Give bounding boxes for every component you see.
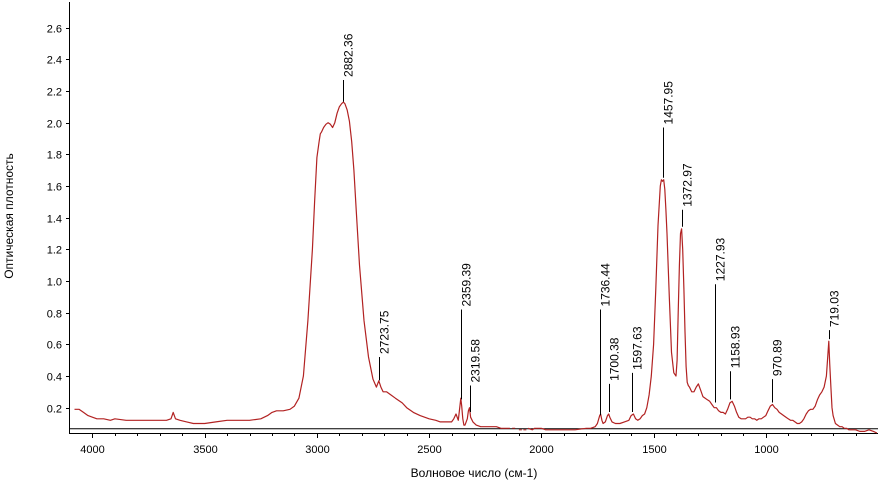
y-tick-label: 1.8 (47, 150, 62, 162)
peak-label: 2319.58 (469, 339, 483, 383)
y-tick-label: 2.2 (47, 87, 62, 99)
y-tick-label: 1.6 (47, 182, 62, 194)
peak-label: 1158.93 (729, 325, 743, 368)
peak-label: 970.89 (771, 339, 785, 376)
peak-label: 719.03 (828, 290, 842, 327)
peak-label: 1372.97 (681, 163, 695, 207)
y-axis-ticks: 0.2 0.4 0.6 0.8 1.0 1.2 1.4 1.6 1.8 2.0 2.2 2.4 2.6 (47, 24, 70, 416)
y-tick-label: 0.8 (47, 309, 62, 321)
y-tick-label: 1.0 (47, 277, 62, 289)
spectrum-line-segment (74, 101, 510, 429)
x-tick-label: 4000 (80, 444, 104, 456)
peak-label: 1700.38 (608, 337, 622, 381)
x-tick-label: 2000 (529, 444, 553, 456)
spectrum-line-segment (527, 179, 878, 434)
peak-label: 1736.44 (599, 263, 613, 307)
x-tick-label: 3000 (305, 444, 329, 456)
y-tick-label: 0.6 (47, 340, 62, 352)
y-tick-label: 1.2 (47, 245, 62, 257)
spectrum-series (74, 101, 878, 434)
y-tick-label: 2.4 (47, 55, 62, 67)
peak-annotations: 2882.36 2723.75 2359.39 2319.58 1736.44 1700.… (342, 33, 842, 416)
x-tick-label: 1500 (642, 444, 666, 456)
peak-label: 1597.63 (631, 326, 645, 370)
x-tick-label: 3500 (193, 444, 217, 456)
peak-label: 1227.93 (714, 237, 728, 281)
y-tick-label: 2.6 (47, 24, 62, 36)
y-axis-title: Оптическая плотность (2, 153, 16, 279)
y-tick-label: 2.0 (47, 119, 62, 131)
peak-label: 2723.75 (378, 310, 392, 354)
y-tick-label: 0.4 (47, 372, 62, 384)
peak-label: 1457.95 (662, 81, 676, 125)
x-tick-label: 1000 (754, 444, 778, 456)
x-tick-label: 2500 (417, 444, 441, 456)
peak-label: 2359.39 (460, 263, 474, 307)
y-tick-label: 0.2 (47, 404, 62, 416)
y-tick-label: 1.4 (47, 214, 62, 226)
x-axis-ticks: 4000 3500 3000 2500 2000 1500 1000 (80, 433, 857, 456)
peak-label: 2882.36 (342, 33, 356, 77)
x-axis-title: Волновое число (см-1) (411, 466, 538, 480)
